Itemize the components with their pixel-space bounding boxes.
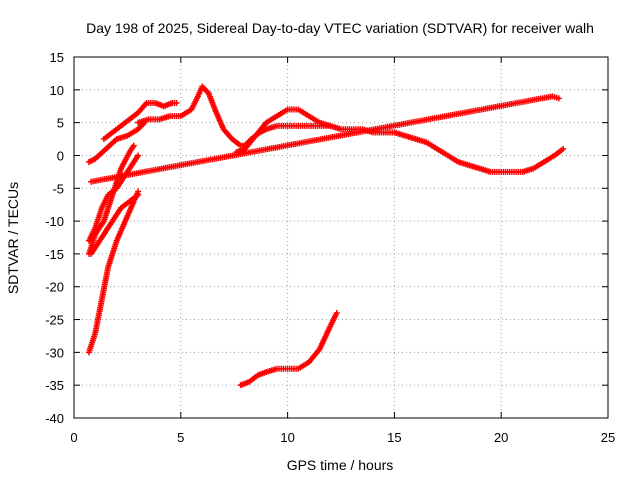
data-point — [135, 191, 142, 198]
x-tick-label: 5 — [177, 430, 184, 445]
y-tick-label: 10 — [50, 83, 64, 98]
data-point — [560, 145, 567, 152]
data-point — [135, 152, 142, 159]
series-arc-isolated — [88, 93, 562, 185]
series-arc-low-left-2 — [88, 191, 142, 257]
plot-area — [85, 83, 567, 389]
x-tick-label: 0 — [70, 430, 77, 445]
x-tick-label: 20 — [494, 430, 508, 445]
x-tick-label: 10 — [280, 430, 294, 445]
series-arc-bump — [233, 106, 334, 156]
y-tick-label: -30 — [45, 345, 64, 360]
y-tick-label: 15 — [50, 50, 64, 65]
x-axis: 0 5 10 15 20 25 — [70, 57, 615, 445]
x-tick-label: 15 — [387, 430, 401, 445]
data-point — [555, 95, 562, 102]
plot-frame — [73, 56, 609, 419]
y-tick-label: -25 — [45, 313, 64, 328]
chart-title: Day 198 of 2025, Sidereal Day-to-day VTE… — [86, 20, 594, 36]
data-point — [333, 309, 340, 316]
y-tick-label: 0 — [57, 148, 64, 163]
series-arc-bottom — [237, 309, 340, 389]
data-point — [141, 119, 148, 126]
data-point — [173, 99, 180, 106]
y-tick-label: -5 — [52, 181, 64, 196]
y-tick-label: -20 — [45, 280, 64, 295]
series-arc-low-left — [85, 188, 142, 356]
x-tick-label: 25 — [601, 430, 615, 445]
x-axis-label: GPS time / hours — [287, 457, 394, 473]
y-tick-label: -10 — [45, 214, 64, 229]
series-arc-upper-left-2 — [100, 99, 180, 143]
y-axis-label: SDTVAR / TECUs — [5, 182, 21, 294]
y-tick-label: 5 — [57, 116, 64, 131]
data-point — [327, 122, 334, 129]
data-point — [130, 142, 137, 149]
y-tick-label: -15 — [45, 247, 64, 262]
series-arc-upper-left — [85, 119, 148, 166]
y-axis: 15 10 5 0 -5 -10 -15 -20 -25 -30 -35 -40 — [45, 50, 608, 426]
grid-lines — [74, 57, 608, 418]
y-tick-label: -35 — [45, 378, 64, 393]
y-tick-label: -40 — [45, 411, 64, 426]
